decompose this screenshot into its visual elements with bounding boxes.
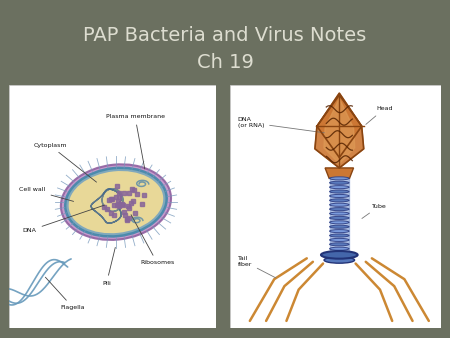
Ellipse shape [329,194,349,197]
Text: Tube: Tube [362,204,387,218]
Text: DNA
(or RNA): DNA (or RNA) [238,117,324,133]
Ellipse shape [329,221,349,224]
Ellipse shape [329,186,349,189]
Ellipse shape [329,190,349,193]
Polygon shape [317,95,362,158]
Ellipse shape [329,177,349,180]
Text: DNA: DNA [23,205,105,233]
Polygon shape [325,168,354,178]
Ellipse shape [329,203,349,206]
Ellipse shape [61,164,171,240]
Text: Ribosomes: Ribosomes [131,215,174,265]
Ellipse shape [324,257,355,263]
Ellipse shape [69,171,163,233]
FancyBboxPatch shape [230,84,441,328]
Text: Cell wall: Cell wall [19,188,74,201]
Text: PAP Bacteria and Virus Notes: PAP Bacteria and Virus Notes [83,26,367,45]
Text: Plasma membrane: Plasma membrane [106,115,165,169]
Text: Ch 19: Ch 19 [197,53,253,72]
Text: Pili: Pili [102,247,115,286]
Text: Flagella: Flagella [45,277,85,310]
Ellipse shape [329,212,349,215]
Text: Tail
fiber: Tail fiber [238,257,276,278]
Polygon shape [324,98,355,164]
Ellipse shape [65,168,166,237]
Ellipse shape [329,199,349,202]
Ellipse shape [329,243,349,246]
Polygon shape [315,93,364,168]
Ellipse shape [329,225,349,228]
Ellipse shape [329,208,349,211]
Ellipse shape [329,251,349,255]
Ellipse shape [329,247,349,250]
Ellipse shape [329,216,349,219]
Ellipse shape [329,238,349,241]
Ellipse shape [329,181,349,184]
Ellipse shape [329,234,349,237]
Text: Cytoplasm: Cytoplasm [33,143,96,182]
FancyBboxPatch shape [9,84,216,328]
Text: Head: Head [366,106,392,124]
Ellipse shape [321,251,358,259]
Ellipse shape [329,230,349,233]
